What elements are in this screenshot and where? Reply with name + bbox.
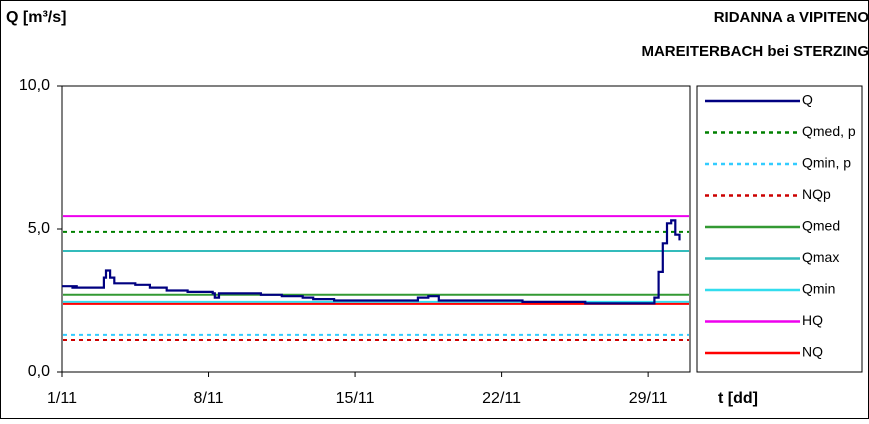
line-series xyxy=(62,219,681,305)
legend-label: Q xyxy=(802,92,813,108)
legend-label: Qmin, p xyxy=(802,155,851,171)
x-tick-label: 22/11 xyxy=(482,390,521,407)
legend-label: Qmed xyxy=(802,218,840,234)
y-axis-label: Q [m³/s] xyxy=(6,9,66,26)
legend-label: HQ xyxy=(802,312,823,328)
chart-title: RIDANNA a VIPITENO xyxy=(714,9,869,26)
x-tick-label: 8/11 xyxy=(194,390,224,407)
x-tick-label: 15/11 xyxy=(336,390,375,407)
y-tick-label: 5,0 xyxy=(28,220,50,237)
legend-label: NQp xyxy=(802,186,831,202)
x-tick-label: 1/11 xyxy=(47,390,77,407)
legend-label: Qmax xyxy=(802,249,839,265)
x-axis-label: t [dd] xyxy=(718,390,758,407)
legend-label: Qmed, p xyxy=(802,123,856,139)
x-tick-label: 29/11 xyxy=(629,390,668,407)
y-tick-label: 0,0 xyxy=(28,363,50,380)
legend-label: Qmin xyxy=(802,281,835,297)
legend-label: NQ xyxy=(802,344,823,360)
y-tick-label: 10,0 xyxy=(19,77,50,94)
chart-subtitle: MAREITERBACH bei STERZING xyxy=(641,43,869,60)
